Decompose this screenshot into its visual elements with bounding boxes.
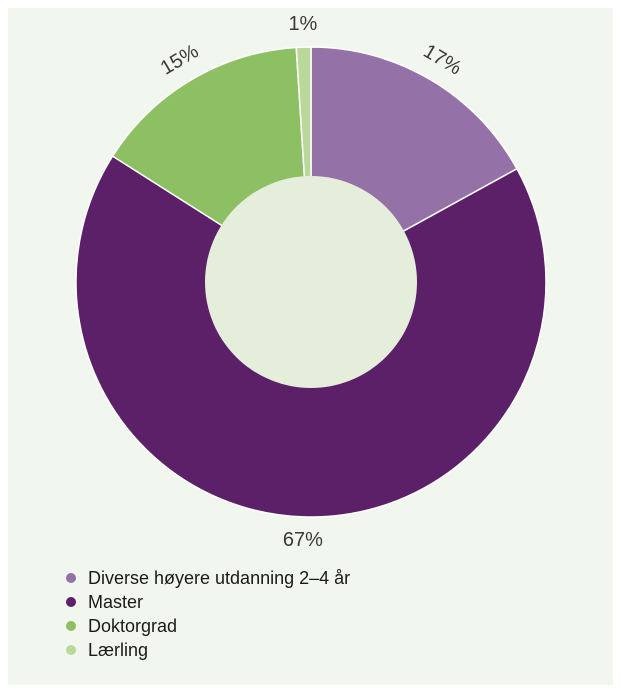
donut-hole [205,176,417,388]
legend-dot-icon [66,597,76,607]
legend-label: Master [88,591,144,612]
legend-item-0: Diverse høyere utdanning 2–4 år [66,566,350,590]
legend-label: Lærling [88,639,149,660]
legend-item-3: Lærling [66,638,350,662]
chart-panel: 17% 67% 15% 1% Diverse høyere utdanning 2–4… [8,8,613,685]
donut-chart: 17% 67% 15% 1% [75,13,547,551]
legend-dot-icon [66,573,76,583]
legend-dot-icon [66,645,76,655]
slice-label-3: 1% [288,13,317,35]
slice-label-2: 15% [157,40,203,79]
chart-legend: Diverse høyere utdanning 2–4 år Master Dok… [66,566,350,662]
legend-item-1: Master [66,590,350,614]
slice-label-1: 67% [283,529,323,551]
legend-label: Diverse høyere utdanning 2–4 år [88,567,351,588]
legend-label: Doktorgrad [88,615,178,636]
slice-label-0: 17% [420,40,466,79]
legend-item-2: Doktorgrad [66,614,350,638]
legend-dot-icon [66,621,76,631]
